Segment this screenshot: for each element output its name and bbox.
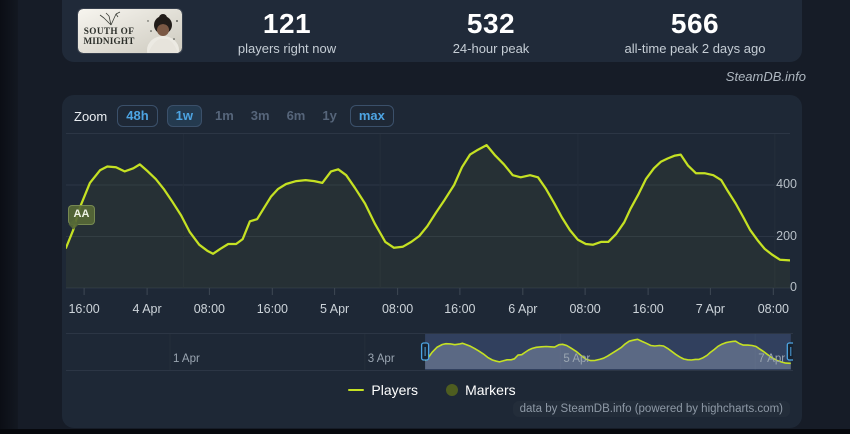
stat-label: 24-hour peak bbox=[452, 41, 530, 56]
x-tick-label: 08:00 bbox=[757, 302, 789, 316]
navigator-tick-label: 1 Apr bbox=[172, 353, 200, 365]
zoom-range-48h[interactable]: 48h bbox=[117, 105, 158, 127]
x-tick-label: 16:00 bbox=[632, 302, 664, 316]
y-tick-label: 200 bbox=[776, 228, 797, 243]
x-tick-label: 6 Apr bbox=[508, 302, 538, 316]
zoom-range-6m[interactable]: 6m bbox=[283, 105, 310, 127]
navigator-selected-range[interactable] bbox=[425, 334, 791, 370]
legend-item-players[interactable]: Players bbox=[348, 382, 418, 398]
header-panel: SOUTH OF MIDNIGHT 121 players right now bbox=[62, 0, 802, 62]
navigator-tick-label: 7 Apr bbox=[758, 353, 786, 365]
stat-24h-peak: 532 24-hour peak bbox=[453, 9, 530, 56]
zoom-toolbar: Zoom 48h 1w 1m 3m 6m 1y max bbox=[74, 104, 394, 128]
legend-label: Players bbox=[371, 382, 419, 398]
stat-value: 566 bbox=[670, 8, 720, 39]
main-chart[interactable] bbox=[66, 130, 790, 300]
legend-label: Markers bbox=[465, 382, 516, 398]
zoom-range-1m[interactable]: 1m bbox=[211, 105, 238, 127]
zoom-range-1y[interactable]: 1y bbox=[318, 105, 340, 127]
page-edge-strip bbox=[0, 0, 18, 434]
x-tick-label: 16:00 bbox=[256, 302, 288, 316]
markers-circle-icon bbox=[446, 384, 459, 396]
zoom-range-3m[interactable]: 3m bbox=[247, 105, 274, 127]
flag-marker[interactable]: AA bbox=[68, 205, 95, 225]
game-logo-line1: SOUTH OF bbox=[84, 26, 134, 36]
legend-item-markers[interactable]: Markers bbox=[446, 382, 516, 398]
character-portrait bbox=[147, 14, 179, 53]
players-line-icon bbox=[348, 389, 365, 391]
x-tick-label: 5 Apr bbox=[320, 302, 350, 316]
y-tick-label: 0 bbox=[790, 280, 797, 294]
stat-value: 532 bbox=[466, 8, 516, 39]
game-logo-line2: MIDNIGHT bbox=[83, 36, 134, 46]
steamdb-watermark: SteamDB.info bbox=[725, 69, 806, 84]
bottom-edge-strip bbox=[0, 429, 850, 434]
stat-value: 121 bbox=[262, 8, 312, 39]
chart-attribution[interactable]: data by SteamDB.info (powered by highcha… bbox=[513, 401, 790, 417]
stat-alltime-peak: 566 all-time peak 2 days ago bbox=[625, 9, 766, 56]
chart-legend: Players Markers bbox=[62, 382, 802, 398]
zoom-buttons: 48h 1w 1m 3m 6m 1y max bbox=[117, 105, 394, 127]
y-tick-label: 400 bbox=[776, 177, 797, 191]
navigator-tick-label: 5 Apr bbox=[563, 353, 591, 365]
stat-label: players right now bbox=[237, 41, 337, 56]
x-tick-label: 08:00 bbox=[569, 302, 601, 316]
x-tick-label: 16:00 bbox=[444, 302, 476, 316]
players-series-line[interactable] bbox=[66, 143, 790, 262]
navigator-series-line bbox=[424, 338, 791, 365]
game-capsule-art: SOUTH OF MIDNIGHT bbox=[78, 9, 182, 53]
players-area-fill bbox=[66, 145, 790, 288]
tree-illustration bbox=[99, 11, 121, 26]
navigator-tick-label: 3 Apr bbox=[367, 353, 395, 365]
stat-label: all-time peak 2 days ago bbox=[624, 41, 766, 56]
x-tick-label: 08:00 bbox=[381, 302, 414, 316]
navigator-handle-right[interactable] bbox=[786, 342, 793, 361]
stat-current-players: 121 players right now bbox=[238, 9, 336, 56]
x-tick-label: 7 Apr bbox=[695, 302, 725, 316]
game-capsule[interactable]: SOUTH OF MIDNIGHT bbox=[78, 9, 182, 53]
zoom-range-max[interactable]: max bbox=[349, 105, 394, 127]
x-tick-label: 4 Apr bbox=[132, 302, 162, 316]
x-tick-label: 08:00 bbox=[193, 302, 225, 316]
navigator[interactable] bbox=[66, 333, 793, 371]
x-tick-label: 16:00 bbox=[68, 302, 100, 316]
navigator-area-fill bbox=[425, 339, 791, 369]
zoom-range-1w[interactable]: 1w bbox=[166, 105, 202, 127]
zoom-label: Zoom bbox=[74, 108, 108, 124]
chart-panel: Zoom 48h 1w 1m 3m 6m 1y max 0 200 400 16:00 4 Apr… bbox=[62, 95, 802, 428]
